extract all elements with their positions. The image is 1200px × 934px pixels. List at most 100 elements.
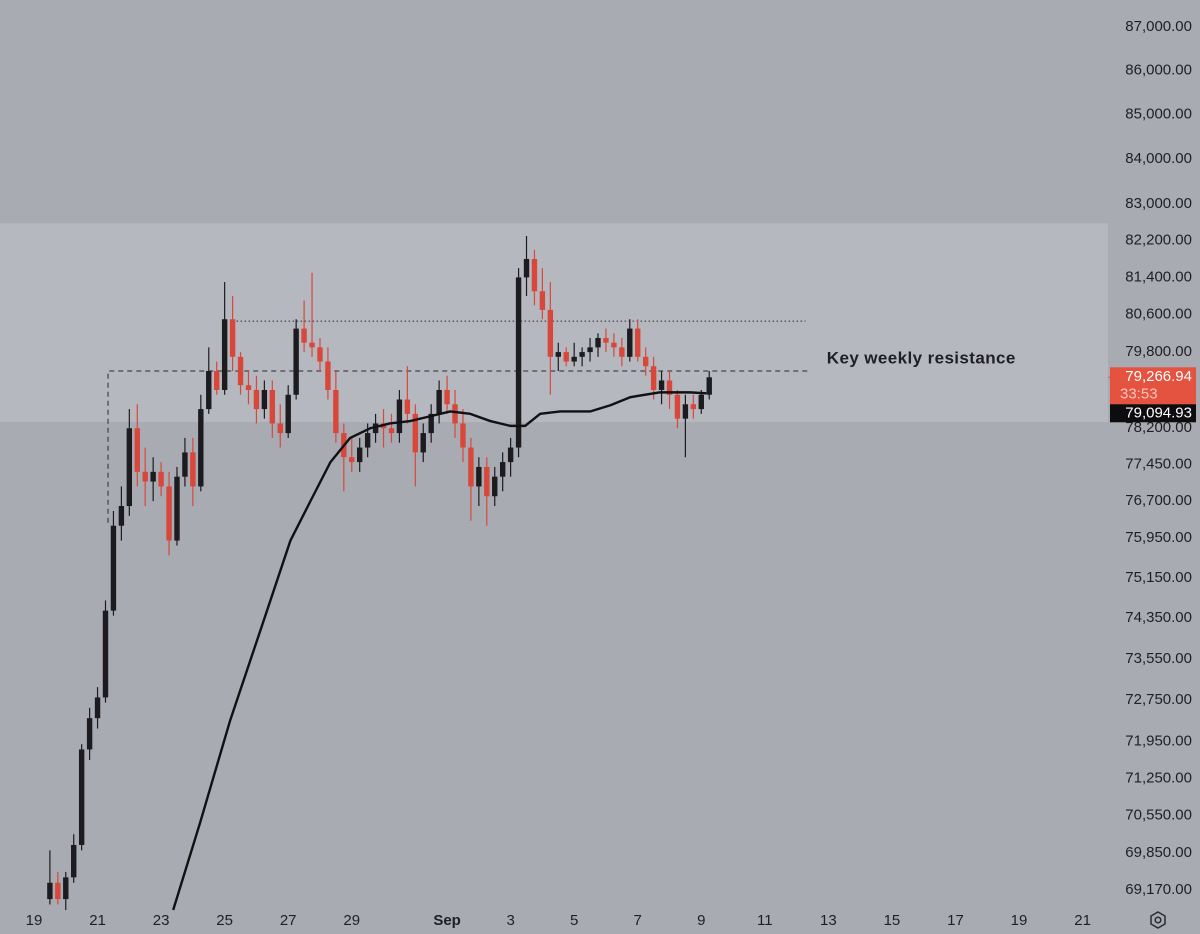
x-tick-label: Sep	[433, 912, 461, 929]
candle-body	[102, 610, 109, 698]
candle-body	[627, 328, 633, 357]
candle-body	[372, 423, 379, 434]
candle-body	[547, 309, 554, 357]
candle-body	[253, 389, 260, 410]
y-tick-label: 76,700.00	[1125, 492, 1192, 509]
y-tick-label: 82,200.00	[1125, 232, 1192, 249]
candle-body	[492, 476, 498, 497]
candle-body	[682, 404, 689, 419]
candle-body	[563, 352, 569, 362]
candle-body	[388, 428, 395, 434]
candle-body	[190, 452, 196, 487]
candle-body	[245, 385, 252, 390]
candle-body	[412, 413, 419, 453]
ma-price-label: 79,094.93	[1125, 404, 1192, 421]
y-tick-label: 83,000.00	[1125, 195, 1192, 212]
x-tick-label: 7	[634, 912, 642, 929]
candle-body	[221, 319, 228, 390]
x-tick-label: 25	[216, 912, 233, 929]
candle-body	[420, 433, 426, 453]
candle-body	[523, 258, 530, 278]
y-tick-label: 80,600.00	[1125, 306, 1192, 323]
settings-dot	[1154, 916, 1162, 924]
y-tick-label: 75,950.00	[1125, 529, 1192, 546]
countdown-label: 33:53	[1120, 385, 1158, 402]
candle-body	[317, 347, 323, 362]
candle-body	[531, 258, 538, 292]
x-tick-label: 29	[343, 912, 360, 929]
moving-average	[172, 391, 707, 911]
candle-body	[595, 337, 601, 348]
candle-body	[142, 471, 148, 482]
x-tick-label: 3	[506, 912, 514, 929]
y-tick-label: 79,800.00	[1125, 343, 1192, 360]
y-tick-label: 84,000.00	[1125, 150, 1192, 167]
candle-body	[611, 342, 617, 348]
y-tick-label: 81,400.00	[1125, 268, 1192, 285]
candle-body	[198, 409, 204, 487]
candle-body	[229, 319, 236, 357]
candle-body	[364, 433, 371, 448]
x-tick-label: 9	[697, 912, 705, 929]
candle-body	[285, 394, 291, 434]
settings-hex	[1150, 911, 1166, 929]
candle-body	[484, 466, 490, 497]
candle-body	[71, 844, 77, 878]
x-tick-label: 21	[1074, 912, 1091, 929]
candle-body	[261, 389, 268, 410]
candle-body	[666, 380, 673, 395]
x-tick-label: 21	[89, 912, 106, 929]
candle-body	[619, 347, 625, 357]
candle-body	[635, 328, 641, 357]
ma-price-box	[1110, 404, 1196, 423]
y-tick-label: 74,350.00	[1125, 609, 1192, 626]
candle-body	[658, 380, 665, 390]
last-price-box	[1110, 367, 1196, 406]
y-tick-label: 85,000.00	[1125, 106, 1192, 123]
y-tick-label: 78,200.00	[1125, 419, 1192, 436]
candle-body	[555, 352, 561, 357]
candle-body	[642, 356, 649, 367]
candle-body	[47, 882, 53, 900]
candle-body	[86, 718, 93, 750]
candle-body	[460, 423, 466, 448]
candle-body	[174, 476, 180, 541]
y-tick-label: 70,550.00	[1125, 806, 1192, 823]
candle-body	[182, 452, 188, 477]
settings-icon[interactable]	[1150, 911, 1166, 929]
candle-body	[134, 428, 140, 472]
candle-body	[301, 328, 307, 343]
candle-body	[110, 525, 117, 611]
candle-body	[515, 277, 522, 448]
candle-body	[126, 428, 133, 507]
candle-body	[706, 377, 712, 395]
candle-body	[587, 347, 593, 353]
candle-body	[269, 389, 276, 424]
candle-body	[396, 399, 403, 434]
candle-body	[150, 471, 156, 482]
x-tick-label: 17	[947, 912, 964, 929]
resistance-zone	[0, 223, 1108, 423]
candle-body	[468, 447, 474, 487]
candle-body	[55, 882, 61, 900]
candle-body	[674, 394, 681, 419]
y-tick-label: 77,450.00	[1125, 455, 1192, 472]
candle-body	[214, 370, 220, 390]
x-tick-label: 27	[280, 912, 297, 929]
y-tick-label: 69,850.00	[1125, 844, 1192, 861]
candle-body	[571, 356, 577, 362]
y-tick-label: 73,550.00	[1125, 650, 1192, 667]
candle-body	[349, 457, 355, 463]
x-tick-label: 19	[1011, 912, 1028, 929]
candle-body	[356, 447, 363, 463]
y-tick-label: 71,950.00	[1125, 733, 1192, 750]
candle-body	[166, 486, 172, 541]
x-tick-label: 11	[757, 912, 773, 929]
candle-body	[507, 447, 514, 463]
x-tick-label: 15	[884, 912, 901, 929]
candle-body	[63, 877, 69, 900]
y-tick-label: 69,170.00	[1125, 881, 1192, 898]
candle-body	[444, 389, 450, 405]
